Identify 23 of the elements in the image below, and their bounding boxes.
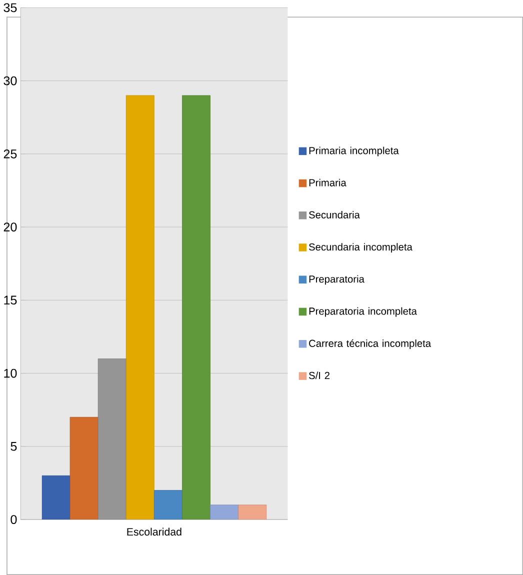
- y-tick-label: 10: [4, 368, 17, 378]
- bar: [210, 504, 238, 520]
- bar: [182, 95, 210, 520]
- bar: [238, 504, 267, 520]
- y-tick-label: 25: [4, 149, 17, 158]
- y-tick-label: 30: [4, 76, 17, 86]
- y-tick-label: 5: [10, 442, 17, 451]
- x-tick-label: Escolaridad: [127, 528, 182, 536]
- y-tick-label: 0: [10, 515, 17, 524]
- legend-label: Secundaria: [308, 210, 360, 218]
- legend-label: Preparatoria: [309, 275, 364, 285]
- y-tick-label: 35: [4, 3, 17, 12]
- legend-label: Primaria incompleta: [309, 146, 399, 156]
- y-tick-label: 15: [4, 296, 17, 305]
- bar: [42, 475, 70, 520]
- legend-label: Preparatoria incompleta: [309, 307, 417, 317]
- bar: [154, 490, 182, 520]
- legend-label: Primaria: [309, 178, 346, 186]
- bar: [126, 95, 154, 520]
- y-tick-label: 20: [4, 222, 17, 232]
- legend-label: Secundaria incompleta: [308, 243, 412, 253]
- legend-label: S/I 2: [308, 372, 330, 380]
- legend-label: Carrera técnica incompleta: [309, 339, 432, 349]
